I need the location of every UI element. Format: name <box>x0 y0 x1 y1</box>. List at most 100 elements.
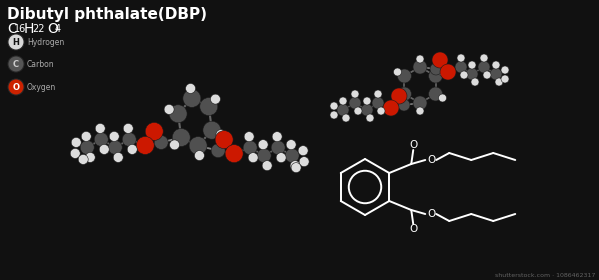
Circle shape <box>109 131 119 141</box>
Circle shape <box>78 155 88 164</box>
Circle shape <box>276 153 286 163</box>
Text: Carbon: Carbon <box>27 60 55 69</box>
Circle shape <box>337 104 349 116</box>
Circle shape <box>416 55 424 63</box>
Circle shape <box>330 102 338 110</box>
Circle shape <box>286 140 296 150</box>
Circle shape <box>244 132 254 142</box>
Circle shape <box>339 97 347 105</box>
Text: O: O <box>47 22 58 36</box>
Text: O: O <box>427 155 435 165</box>
Circle shape <box>299 157 309 167</box>
Circle shape <box>298 146 308 156</box>
Circle shape <box>80 141 94 155</box>
Text: O: O <box>409 140 418 150</box>
Text: O: O <box>427 209 435 219</box>
Circle shape <box>8 34 24 50</box>
Circle shape <box>8 79 24 95</box>
Circle shape <box>501 66 509 74</box>
Circle shape <box>430 63 442 75</box>
Circle shape <box>455 61 467 73</box>
Circle shape <box>136 136 154 155</box>
Text: Dibutyl phthalate(DBP): Dibutyl phthalate(DBP) <box>7 7 207 22</box>
Circle shape <box>429 87 443 101</box>
Circle shape <box>257 149 271 163</box>
Text: O: O <box>13 83 20 92</box>
Circle shape <box>397 87 412 101</box>
Circle shape <box>466 68 478 80</box>
Circle shape <box>243 141 257 155</box>
Circle shape <box>354 107 362 115</box>
Circle shape <box>483 71 491 79</box>
Circle shape <box>271 141 285 155</box>
Circle shape <box>262 161 272 171</box>
Text: O: O <box>409 224 418 234</box>
Circle shape <box>154 136 168 150</box>
Text: 22: 22 <box>32 24 44 34</box>
Circle shape <box>99 144 109 155</box>
Circle shape <box>366 114 374 122</box>
Text: 16: 16 <box>14 24 26 34</box>
Circle shape <box>291 163 301 173</box>
Circle shape <box>81 131 91 141</box>
Circle shape <box>216 130 226 139</box>
Circle shape <box>468 61 476 69</box>
Text: shutterstock.com · 1086462317: shutterstock.com · 1086462317 <box>495 273 595 278</box>
Circle shape <box>248 153 258 163</box>
Circle shape <box>440 64 456 80</box>
Circle shape <box>432 52 448 68</box>
Circle shape <box>285 149 299 163</box>
Text: C: C <box>13 60 19 69</box>
Text: H: H <box>24 22 34 36</box>
Circle shape <box>374 90 382 98</box>
Circle shape <box>225 145 243 163</box>
Circle shape <box>170 140 180 150</box>
Circle shape <box>145 122 163 141</box>
Circle shape <box>490 68 502 80</box>
Circle shape <box>211 144 225 158</box>
Circle shape <box>200 97 218 116</box>
Circle shape <box>122 132 136 146</box>
Text: Oxygen: Oxygen <box>27 83 56 92</box>
Circle shape <box>478 61 490 73</box>
Circle shape <box>94 132 108 146</box>
Circle shape <box>438 94 446 102</box>
Circle shape <box>71 137 81 148</box>
Circle shape <box>108 141 122 155</box>
Circle shape <box>127 144 137 155</box>
Circle shape <box>457 54 465 62</box>
Circle shape <box>164 104 174 115</box>
Circle shape <box>416 107 424 115</box>
Circle shape <box>363 97 371 105</box>
Circle shape <box>215 131 233 149</box>
Circle shape <box>186 83 195 94</box>
Circle shape <box>438 68 446 76</box>
Circle shape <box>492 61 500 69</box>
Circle shape <box>372 97 384 109</box>
Circle shape <box>203 121 221 139</box>
Circle shape <box>394 68 401 76</box>
Circle shape <box>172 129 190 146</box>
Circle shape <box>413 96 427 110</box>
Circle shape <box>95 123 105 134</box>
Circle shape <box>290 161 300 171</box>
Circle shape <box>495 78 503 86</box>
Circle shape <box>189 137 207 155</box>
Circle shape <box>377 107 385 115</box>
Text: 4: 4 <box>55 24 61 34</box>
Circle shape <box>113 152 123 162</box>
Circle shape <box>361 104 373 116</box>
Circle shape <box>501 75 509 83</box>
Circle shape <box>195 151 204 160</box>
Circle shape <box>210 94 220 104</box>
Text: C: C <box>7 22 17 36</box>
Circle shape <box>429 69 443 83</box>
Circle shape <box>349 97 361 109</box>
Circle shape <box>169 105 187 123</box>
Text: H: H <box>13 38 19 46</box>
Circle shape <box>258 140 268 150</box>
Circle shape <box>85 152 95 162</box>
Circle shape <box>480 54 488 62</box>
Circle shape <box>8 56 24 72</box>
Circle shape <box>272 132 282 142</box>
